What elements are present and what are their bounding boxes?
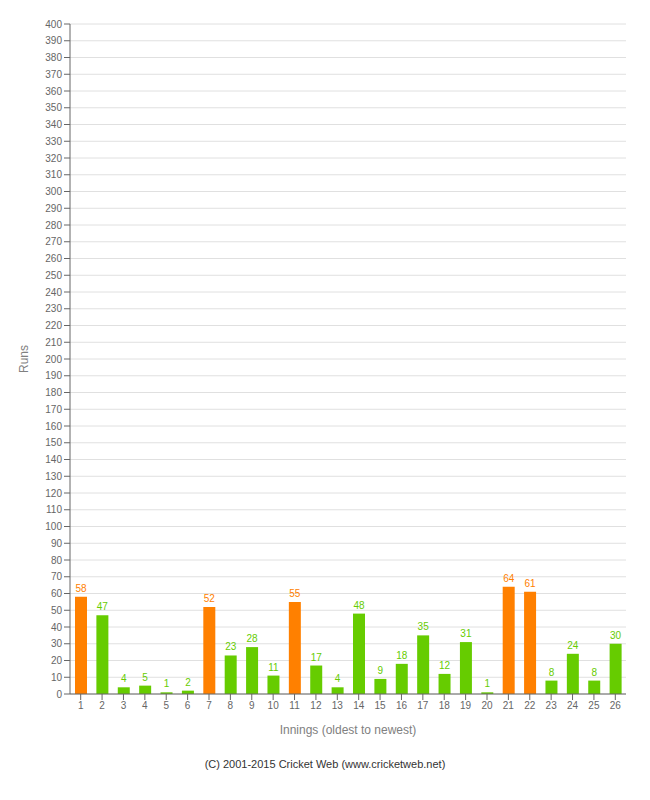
svg-text:10: 10 — [268, 700, 280, 711]
svg-text:28: 28 — [247, 633, 259, 644]
svg-text:8: 8 — [228, 700, 234, 711]
svg-text:1: 1 — [164, 678, 170, 689]
svg-text:190: 190 — [45, 370, 62, 381]
svg-text:16: 16 — [396, 700, 408, 711]
svg-text:330: 330 — [45, 136, 62, 147]
svg-text:61: 61 — [525, 578, 537, 589]
svg-text:21: 21 — [503, 700, 515, 711]
svg-text:4: 4 — [142, 700, 148, 711]
svg-text:25: 25 — [588, 700, 600, 711]
svg-text:23: 23 — [225, 641, 237, 652]
svg-text:300: 300 — [45, 186, 62, 197]
svg-text:120: 120 — [45, 488, 62, 499]
svg-text:4: 4 — [121, 673, 127, 684]
svg-text:2: 2 — [99, 700, 105, 711]
svg-text:55: 55 — [289, 588, 301, 599]
svg-text:11: 11 — [268, 662, 279, 673]
svg-text:150: 150 — [45, 437, 62, 448]
svg-text:24: 24 — [567, 700, 579, 711]
svg-text:20: 20 — [481, 700, 493, 711]
svg-text:210: 210 — [45, 337, 62, 348]
svg-text:50: 50 — [51, 605, 63, 616]
svg-text:400: 400 — [45, 19, 62, 30]
svg-text:6: 6 — [185, 700, 191, 711]
svg-text:1: 1 — [78, 700, 84, 711]
svg-text:14: 14 — [353, 700, 365, 711]
svg-text:260: 260 — [45, 253, 62, 264]
svg-text:Innings (oldest to newest): Innings (oldest to newest) — [280, 723, 417, 737]
svg-text:18: 18 — [396, 650, 408, 661]
svg-text:100: 100 — [45, 521, 62, 532]
svg-text:170: 170 — [45, 404, 62, 415]
svg-text:8: 8 — [591, 667, 597, 678]
svg-text:8: 8 — [549, 667, 555, 678]
svg-text:320: 320 — [45, 153, 62, 164]
svg-text:30: 30 — [610, 630, 622, 641]
svg-text:18: 18 — [439, 700, 451, 711]
svg-text:5: 5 — [163, 700, 169, 711]
svg-text:180: 180 — [45, 387, 62, 398]
svg-text:47: 47 — [97, 601, 109, 612]
svg-text:10: 10 — [51, 672, 63, 683]
svg-text:70: 70 — [51, 571, 63, 582]
svg-text:11: 11 — [289, 700, 300, 711]
html-text:(C) 2001-2015 Cricket Web (www: (C) 2001-2015 Cricket Web (www.cricketwe… — [204, 758, 446, 770]
svg-text:12: 12 — [439, 660, 451, 671]
svg-text:390: 390 — [45, 35, 62, 46]
svg-text:310: 310 — [45, 169, 62, 180]
svg-text:360: 360 — [45, 86, 62, 97]
svg-text:5: 5 — [142, 672, 148, 683]
svg-text:9: 9 — [378, 665, 384, 676]
svg-text:26: 26 — [610, 700, 622, 711]
svg-text:13: 13 — [332, 700, 344, 711]
svg-text:290: 290 — [45, 203, 62, 214]
svg-text:35: 35 — [418, 621, 430, 632]
svg-text:380: 380 — [45, 52, 62, 63]
svg-text:12: 12 — [310, 700, 322, 711]
svg-text:160: 160 — [45, 421, 62, 432]
svg-text:140: 140 — [45, 454, 62, 465]
svg-text:80: 80 — [51, 555, 63, 566]
svg-text:2: 2 — [185, 677, 191, 688]
svg-text:3: 3 — [121, 700, 127, 711]
svg-text:0: 0 — [56, 689, 62, 700]
svg-text:270: 270 — [45, 236, 62, 247]
svg-text:220: 220 — [45, 320, 62, 331]
svg-text:Runs: Runs — [17, 345, 31, 373]
svg-text:40: 40 — [51, 622, 63, 633]
svg-text:52: 52 — [204, 593, 216, 604]
svg-text:15: 15 — [375, 700, 387, 711]
svg-text:48: 48 — [353, 600, 365, 611]
svg-text:19: 19 — [460, 700, 472, 711]
svg-text:22: 22 — [524, 700, 536, 711]
svg-text:9: 9 — [249, 700, 255, 711]
svg-text:230: 230 — [45, 303, 62, 314]
svg-text:17: 17 — [311, 652, 323, 663]
svg-text:24: 24 — [567, 640, 579, 651]
svg-text:280: 280 — [45, 220, 62, 231]
svg-text:60: 60 — [51, 588, 63, 599]
svg-text:110: 110 — [46, 504, 62, 515]
svg-text:340: 340 — [45, 119, 62, 130]
svg-text:7: 7 — [206, 700, 212, 711]
svg-text:4: 4 — [335, 673, 341, 684]
svg-text:350: 350 — [45, 102, 62, 113]
svg-text:250: 250 — [45, 270, 62, 281]
svg-text:370: 370 — [45, 69, 62, 80]
svg-text:240: 240 — [45, 287, 62, 298]
svg-text:90: 90 — [51, 538, 63, 549]
svg-text:64: 64 — [503, 573, 515, 584]
svg-text:17: 17 — [417, 700, 429, 711]
svg-text:20: 20 — [51, 655, 63, 666]
svg-text:130: 130 — [45, 471, 62, 482]
svg-text:200: 200 — [45, 354, 62, 365]
svg-text:31: 31 — [460, 628, 472, 639]
svg-text:1: 1 — [485, 678, 491, 689]
svg-text:23: 23 — [546, 700, 558, 711]
svg-text:58: 58 — [75, 583, 87, 594]
svg-text:30: 30 — [51, 638, 63, 649]
